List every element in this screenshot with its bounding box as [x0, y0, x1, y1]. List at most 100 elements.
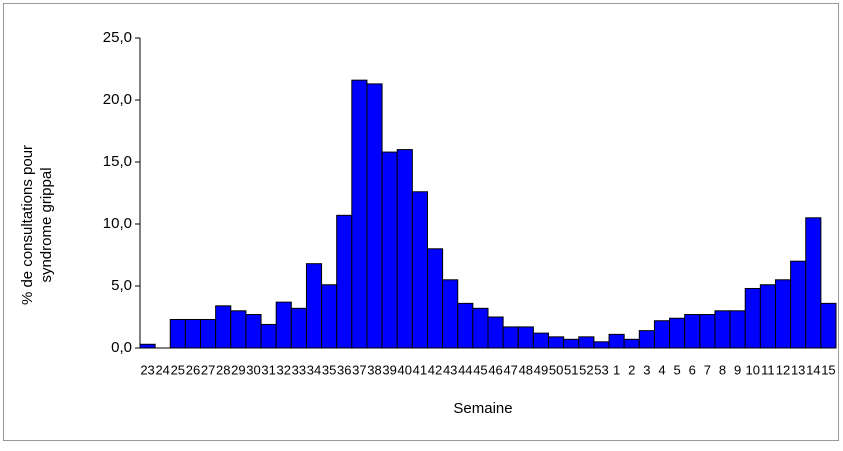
bar — [714, 310, 731, 349]
bar — [442, 279, 459, 349]
x-tick-label: 45 — [473, 362, 487, 377]
bar — [215, 305, 232, 349]
x-tick-label: 29 — [231, 362, 245, 377]
y-axis-label: % de consultations pour — [19, 145, 36, 305]
x-tick-label: 33 — [292, 362, 306, 377]
y-tick-label: 25,0 — [103, 29, 132, 46]
x-tick-label: 37 — [352, 362, 366, 377]
x-tick-label: 25 — [171, 362, 185, 377]
bar — [230, 310, 247, 349]
x-tick-label: 49 — [534, 362, 548, 377]
x-tick-label: 40 — [398, 362, 412, 377]
y-tick-label: 10,0 — [103, 215, 132, 232]
bar — [699, 314, 716, 349]
x-tick-label: 52 — [579, 362, 593, 377]
bar — [139, 343, 156, 349]
x-tick-label: 43 — [443, 362, 457, 377]
x-tick-label: 8 — [719, 362, 726, 377]
y-tick-label: 5,0 — [111, 277, 132, 294]
x-tick-label: 35 — [322, 362, 336, 377]
bar — [290, 307, 307, 349]
bar — [457, 302, 474, 349]
x-tick-label: 9 — [734, 362, 741, 377]
y-axis-label: syndrome grippal — [38, 167, 55, 282]
x-tick-label: 44 — [458, 362, 472, 377]
x-tick-label: 7 — [704, 362, 711, 377]
bar — [502, 326, 519, 349]
x-tick-label: 41 — [413, 362, 427, 377]
bar — [487, 316, 504, 349]
x-tick-label: 23 — [140, 362, 154, 377]
bar — [169, 318, 186, 349]
x-tick-label: 12 — [776, 362, 790, 377]
x-tick-label: 5 — [674, 362, 681, 377]
bar — [563, 338, 580, 349]
y-tick-label: 20,0 — [103, 91, 132, 108]
bar — [351, 79, 368, 349]
x-tick-label: 38 — [367, 362, 381, 377]
bar — [321, 284, 338, 349]
bar — [820, 302, 837, 349]
x-tick-label: 10 — [746, 362, 760, 377]
bar — [275, 301, 292, 349]
x-tick-label: 32 — [277, 362, 291, 377]
x-tick-label: 4 — [658, 362, 665, 377]
bar — [729, 310, 746, 349]
bar — [593, 341, 610, 349]
bar — [638, 330, 655, 349]
bar — [260, 323, 277, 349]
bar — [366, 83, 383, 349]
x-tick-label: 31 — [261, 362, 275, 377]
x-tick-label: 2 — [628, 362, 635, 377]
bar — [548, 336, 565, 349]
x-axis-label: Semaine — [453, 400, 512, 417]
bar — [623, 338, 640, 349]
bar — [653, 320, 671, 349]
bar — [532, 332, 550, 349]
x-tick-label: 53 — [594, 362, 608, 377]
y-tick-label: 15,0 — [103, 153, 132, 170]
x-tick-label: 47 — [503, 362, 517, 377]
bar — [426, 248, 444, 349]
x-tick-label: 6 — [689, 362, 696, 377]
bar — [669, 317, 686, 349]
bar — [245, 314, 262, 349]
x-tick-label: 26 — [186, 362, 200, 377]
bar — [336, 214, 353, 349]
x-tick-label: 51 — [564, 362, 578, 377]
y-tick-label: 0,0 — [111, 339, 132, 356]
bar — [759, 284, 776, 349]
x-tick-label: 11 — [761, 362, 775, 377]
x-tick-label: 28 — [216, 362, 230, 377]
bar — [396, 149, 413, 349]
bar — [411, 191, 428, 349]
bar — [381, 151, 398, 349]
x-tick-label: 46 — [488, 362, 502, 377]
bar — [578, 336, 595, 349]
x-tick-label: 39 — [382, 362, 396, 377]
x-tick-label: 27 — [201, 362, 215, 377]
bar — [517, 326, 534, 349]
bar — [472, 307, 489, 349]
bar — [305, 263, 323, 349]
x-tick-label: 1 — [613, 362, 620, 377]
x-tick-label: 50 — [549, 362, 563, 377]
x-tick-label: 24 — [155, 362, 169, 377]
bar — [774, 279, 792, 349]
x-tick-label: 30 — [246, 362, 260, 377]
x-tick-label: 42 — [428, 362, 442, 377]
x-tick-label: 34 — [307, 362, 321, 377]
x-tick-label: 14 — [806, 362, 820, 377]
x-tick-label: 3 — [643, 362, 650, 377]
x-tick-label: 13 — [791, 362, 805, 377]
bar — [805, 217, 822, 349]
bar — [790, 260, 807, 349]
x-tick-label: 36 — [337, 362, 351, 377]
bar — [608, 333, 625, 349]
bar — [684, 314, 701, 349]
x-tick-label: 48 — [519, 362, 533, 377]
bar — [184, 318, 202, 349]
x-tick-label: 15 — [821, 362, 835, 377]
bar — [744, 287, 761, 349]
